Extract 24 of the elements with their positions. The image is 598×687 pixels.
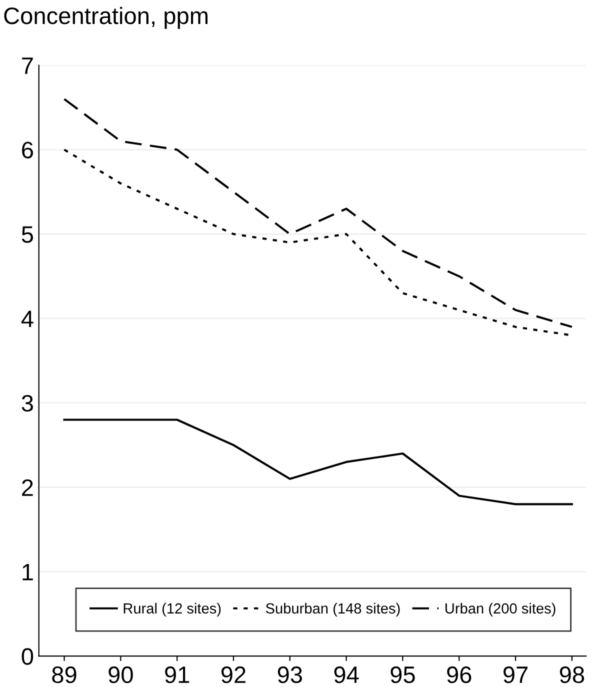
x-tick-label: 90 [108, 666, 133, 684]
legend-label: Urban (200 sites) [446, 602, 556, 616]
line-series [63, 98, 573, 328]
y-tick-label: 3 [22, 394, 33, 412]
x-tick-label: 98 [560, 666, 584, 684]
x-tick-label: 97 [504, 666, 528, 684]
line-series [63, 418, 573, 506]
legend-label: Rural (12 sites) [124, 602, 221, 616]
x-tick-label: 92 [221, 666, 246, 684]
y-tick-label: 0 [22, 648, 34, 665]
x-tick-label: 91 [165, 666, 190, 684]
y-tick-label: 1 [22, 564, 33, 580]
y-tick-label: 6 [22, 142, 33, 158]
legend-label: Suburban (148 sites) [266, 602, 400, 616]
x-tick-label: 94 [334, 666, 359, 684]
y-axis-title: Concentration, ppm [4, 6, 208, 29]
y-tick-label: 5 [22, 226, 34, 243]
x-tick-label: 89 [52, 666, 76, 684]
y-tick-label: 7 [22, 58, 33, 74]
x-tick-label: 95 [390, 666, 415, 684]
x-tick-label: 96 [447, 666, 472, 684]
y-tick-label: 4 [21, 310, 34, 328]
y-tick-label: 2 [22, 479, 33, 496]
x-tick-label: 93 [278, 666, 302, 684]
